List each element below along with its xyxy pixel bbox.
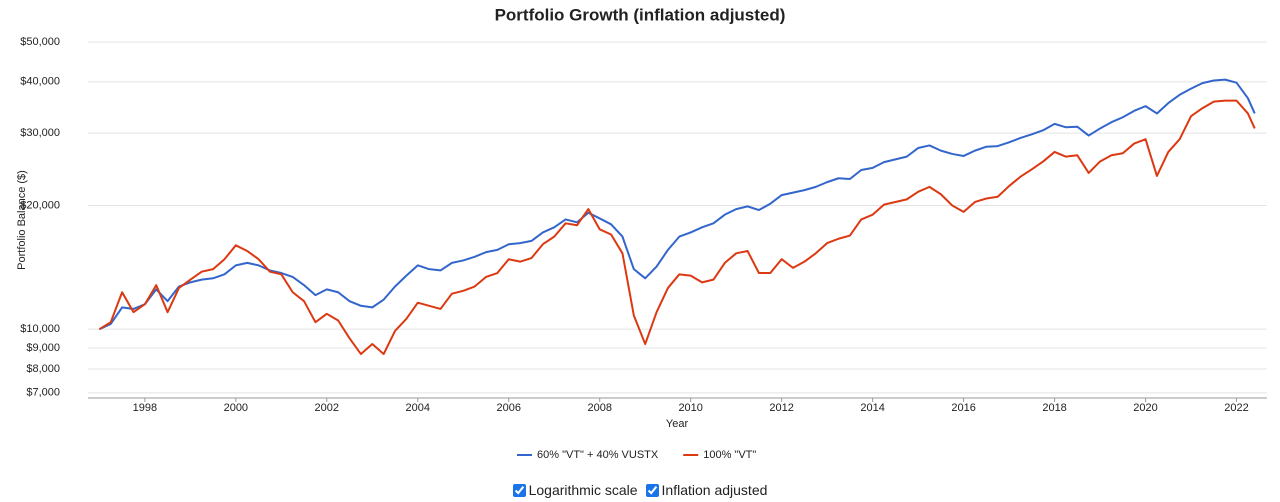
chart: Portfolio Growth (inflation adjusted) Po… — [16, 5, 1267, 461]
x-tick-label: 1998 — [133, 402, 157, 414]
y-tick-label: $30,000 — [20, 127, 60, 139]
x-tick-label: 2012 — [769, 402, 793, 414]
x-tick-label: 2016 — [951, 402, 975, 414]
series-line — [98, 99, 1256, 356]
x-tick-label: 2014 — [860, 402, 884, 414]
y-tick-label: $8,000 — [26, 363, 60, 375]
x-tick-label: 2004 — [406, 402, 430, 414]
x-tick-label: 2010 — [678, 402, 702, 414]
checkbox[interactable] — [512, 484, 526, 497]
y-tick-label: $9,000 — [26, 342, 60, 354]
legend-label: 60% "VT" + 40% VUSTX — [537, 449, 659, 461]
checkbox[interactable] — [645, 484, 659, 497]
y-tick-label: $40,000 — [20, 76, 60, 88]
y-tick-label: $7,000 — [26, 387, 60, 399]
x-tick-label: 2006 — [497, 402, 521, 414]
legend: 60% "VT" + 40% VUSTX 100% "VT" — [517, 449, 756, 461]
checkbox-label: Inflation adjusted — [661, 482, 768, 498]
checkbox-label: Logarithmic scale — [528, 482, 638, 498]
series-line — [98, 78, 1256, 331]
x-tick-label: 2000 — [224, 402, 248, 414]
y-axis-title: Portfolio Balance ($) — [16, 170, 28, 270]
checkbox-option[interactable]: Logarithmic scale — [512, 482, 638, 498]
checkbox-option[interactable]: Inflation adjusted — [645, 482, 768, 498]
legend-label: 100% "VT" — [703, 449, 756, 461]
controls: Logarithmic scale Inflation adjusted — [0, 482, 1280, 498]
x-tick-label: 2018 — [1042, 402, 1066, 414]
y-tick-label: $50,000 — [20, 36, 60, 48]
x-tick-label: 2008 — [587, 402, 611, 414]
chart-title: Portfolio Growth (inflation adjusted) — [495, 5, 786, 24]
x-tick-label: 2020 — [1133, 402, 1157, 414]
y-tick-label: $10,000 — [20, 323, 60, 335]
x-tick-label: 2022 — [1224, 402, 1248, 414]
y-tick-label: $20,000 — [20, 199, 60, 211]
x-axis-title: Year — [666, 418, 689, 430]
x-tick-label: 2002 — [315, 402, 339, 414]
